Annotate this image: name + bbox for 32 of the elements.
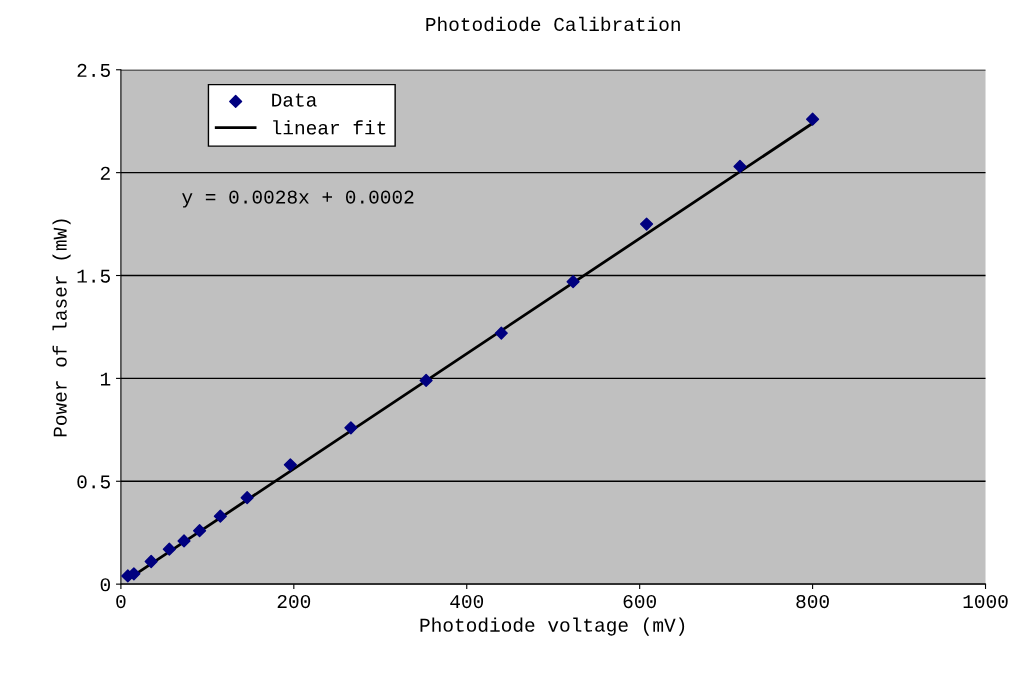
x-tick-label: 200 <box>277 594 311 609</box>
x-tick-label: 400 <box>450 594 484 609</box>
y-tick-label: 2 <box>100 166 110 180</box>
point <box>283 458 297 472</box>
point <box>192 524 207 538</box>
x-tick-label: 600 <box>623 594 656 609</box>
point <box>177 534 191 548</box>
x-tick-label: 800 <box>796 594 829 609</box>
point <box>494 326 508 340</box>
point <box>806 112 820 126</box>
point <box>344 421 358 435</box>
y-axis-title: Power of laser (mW) <box>52 219 71 437</box>
y-tick-label: 2.5 <box>77 63 110 77</box>
y-tick-label: 1 <box>100 372 111 386</box>
point <box>240 491 254 505</box>
point <box>144 554 158 569</box>
annotation: y = 0.0028x + 0.0002 <box>182 190 414 208</box>
x-tick-label: 1000 <box>963 594 1008 609</box>
point <box>733 159 747 174</box>
y-tick-label: 0.5 <box>77 475 110 489</box>
point <box>640 217 654 231</box>
y-tick-label: 0 <box>100 578 110 592</box>
x-axis-title: Photodiode voltage (mV) <box>420 617 685 636</box>
point <box>566 275 580 289</box>
legend-label: linear fit <box>273 120 386 135</box>
y-tick-label: 1.5 <box>77 269 110 283</box>
x-tick-label: 0 <box>116 594 126 609</box>
point <box>419 373 433 388</box>
chart-title: Photodiode Calibration <box>426 16 680 32</box>
legend-label: Data <box>272 93 317 107</box>
point <box>162 542 176 556</box>
point <box>213 509 227 523</box>
